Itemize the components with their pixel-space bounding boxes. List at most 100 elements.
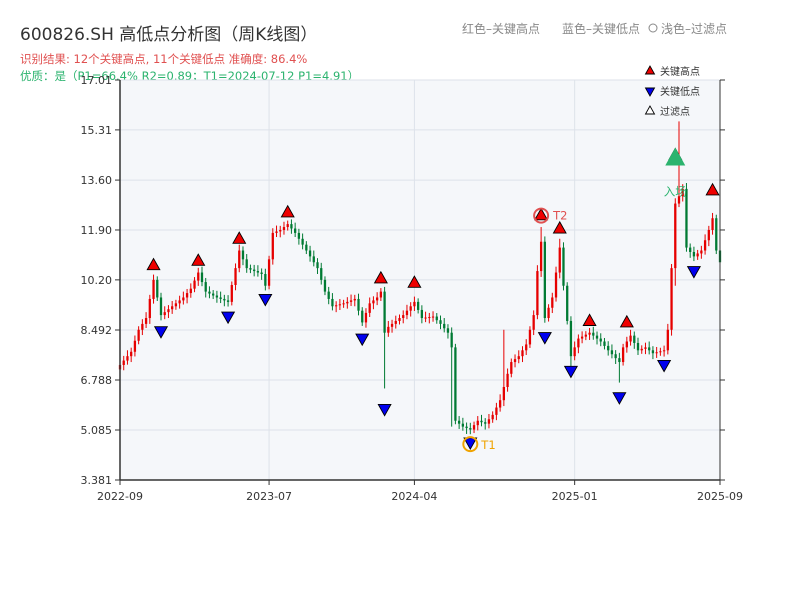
candle-body	[275, 231, 278, 233]
candle-body	[696, 253, 699, 257]
candle-body	[536, 271, 539, 316]
candle-body	[472, 425, 476, 430]
candle-body	[226, 300, 230, 302]
candle-body	[390, 323, 394, 327]
candle-body	[599, 338, 602, 342]
candle-body	[528, 329, 532, 345]
candle-body	[435, 316, 438, 321]
candle-body	[551, 297, 554, 308]
candle-body	[282, 227, 286, 230]
high-marker	[146, 257, 161, 271]
candle-body	[491, 414, 494, 420]
candle-body	[566, 285, 569, 321]
candle-body	[480, 420, 483, 423]
candle-body	[562, 247, 565, 286]
candle-body	[465, 426, 468, 429]
candle-body	[230, 285, 233, 302]
x-tick-label: 2025-09	[697, 490, 743, 503]
candle-body	[461, 423, 465, 427]
candle-body	[588, 332, 591, 335]
high-marker	[552, 220, 567, 234]
x-tick-label: 2024-04	[391, 490, 437, 503]
candle-body	[290, 224, 293, 229]
candle-body	[200, 272, 204, 283]
candle-body	[450, 332, 453, 348]
candle-body	[167, 309, 170, 313]
candle-body	[510, 362, 513, 374]
low-marker	[563, 365, 579, 379]
candle-body	[532, 315, 535, 330]
candle-body	[674, 203, 677, 269]
candle-body	[353, 298, 356, 301]
low-marker	[612, 392, 627, 405]
candle-body	[431, 316, 435, 318]
candle-body	[342, 303, 345, 305]
candle-body	[484, 422, 487, 424]
low-marker	[153, 326, 169, 339]
t1-ring	[462, 436, 479, 453]
candle-body	[402, 315, 405, 319]
candle-body	[539, 241, 543, 272]
header-legend-blue: 蓝色–关键低点	[562, 22, 640, 36]
candle-body	[416, 301, 420, 310]
candle-body	[707, 229, 710, 241]
high-marker	[232, 231, 247, 244]
candle-body	[163, 312, 166, 316]
candle-body	[223, 298, 226, 301]
candle-body	[338, 304, 342, 306]
entry-label: 入场	[664, 185, 687, 199]
high-marker	[191, 253, 206, 266]
candle-body	[670, 268, 673, 330]
candle-body	[159, 297, 163, 316]
candle-body	[659, 351, 662, 353]
y-tick-label: 17.01	[81, 74, 113, 87]
candle-body	[398, 318, 401, 321]
candle-body	[294, 228, 297, 233]
candle-body	[245, 259, 248, 269]
legend-filtered-icon	[644, 105, 656, 115]
high-marker	[373, 270, 388, 284]
candle-body	[525, 344, 528, 351]
candle-body	[692, 251, 696, 257]
candle-body	[256, 271, 260, 273]
candle-body	[197, 272, 200, 281]
candle-body	[394, 320, 397, 324]
candle-body	[260, 272, 263, 274]
high-marker	[619, 314, 634, 328]
low-marker	[657, 359, 672, 373]
candle-body	[219, 297, 222, 299]
candle-body	[189, 288, 192, 294]
candle-body	[655, 352, 658, 354]
candle-body	[703, 240, 707, 251]
candle-body	[651, 350, 655, 354]
candle-body	[543, 241, 546, 319]
entry-arrow-icon	[665, 147, 686, 166]
candle-body	[156, 279, 159, 298]
candles	[118, 121, 722, 435]
candle-body	[640, 348, 643, 351]
candle-body	[454, 347, 457, 421]
candle-body	[238, 250, 241, 269]
candle-body	[312, 256, 315, 263]
candle-body	[141, 323, 144, 330]
candle-body	[185, 293, 189, 298]
candle-body	[316, 262, 319, 269]
header-legend-red: 红色–关键高点	[462, 21, 540, 36]
candle-body	[182, 297, 185, 301]
high-marker	[582, 313, 597, 326]
candle-body	[286, 224, 289, 228]
candle-body	[308, 250, 312, 257]
candle-body	[379, 291, 383, 298]
candle-body	[208, 291, 211, 294]
candle-body	[361, 310, 364, 323]
candle-body	[715, 218, 718, 251]
candle-body	[547, 307, 550, 319]
legend-low-icon	[644, 87, 656, 97]
candle-body	[595, 335, 599, 339]
candle-body	[148, 298, 151, 319]
low-marker	[355, 333, 370, 347]
candle-body	[253, 269, 256, 272]
candle-body	[476, 420, 479, 426]
candle-body	[267, 259, 271, 286]
candle-body	[301, 238, 304, 245]
